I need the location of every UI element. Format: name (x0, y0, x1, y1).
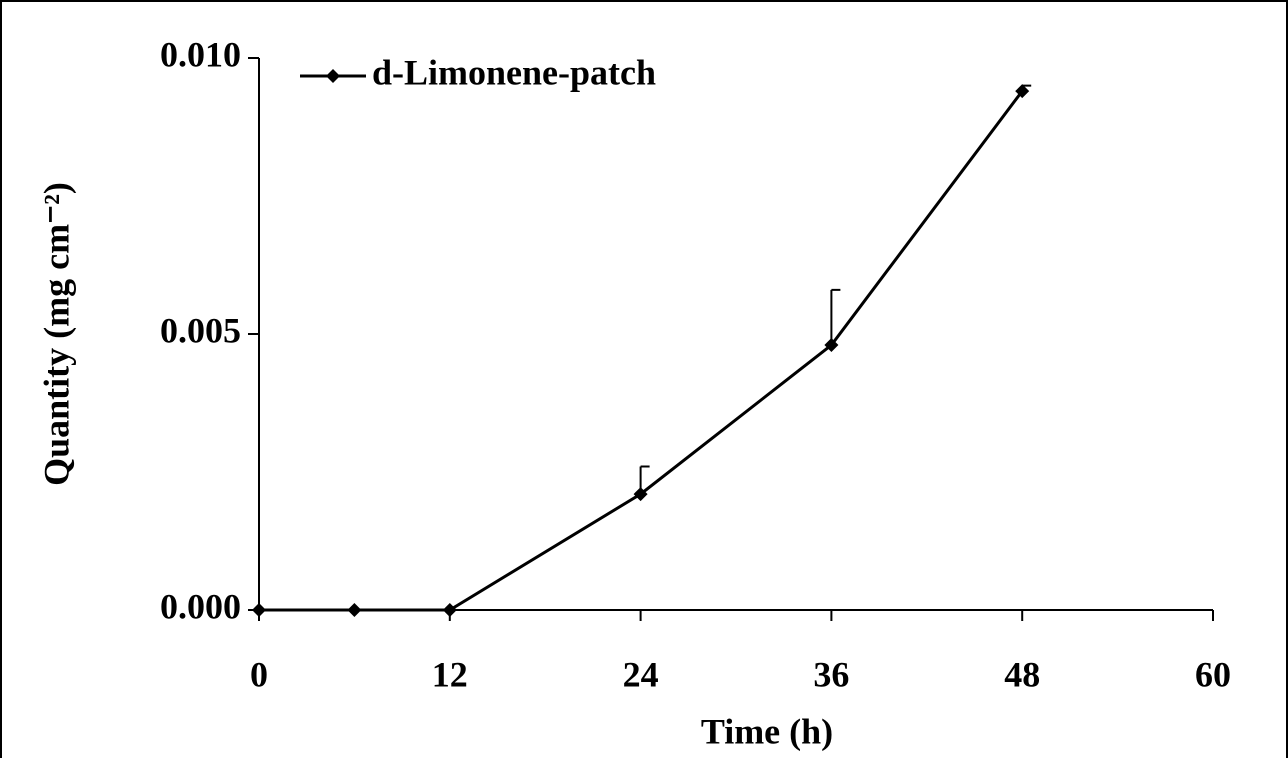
y-tick-label: 0.005 (160, 310, 241, 350)
x-tick-label: 24 (623, 654, 659, 694)
legend-marker (326, 69, 340, 83)
data-line (259, 90, 1024, 612)
data-point (442, 603, 457, 617)
y-axis-title: Quantity (mg cm⁻²) (36, 182, 76, 486)
y-tick-label: 0.010 (160, 34, 241, 74)
data-point (633, 487, 648, 502)
x-tick-label: 60 (1195, 654, 1231, 694)
x-axis-title: Time (h) (701, 711, 833, 751)
x-tick-label: 36 (813, 654, 849, 694)
x-tick-label: 0 (250, 654, 268, 694)
data-point (252, 603, 266, 617)
data-point (347, 603, 362, 617)
data-point (1015, 84, 1030, 99)
x-tick-label: 48 (1004, 654, 1040, 694)
data-point (824, 338, 839, 353)
legend-label: d-Limonene-patch (372, 52, 656, 92)
y-tick-label: 0.000 (160, 586, 241, 626)
error-bar (830, 288, 841, 346)
x-tick-label: 12 (432, 654, 468, 694)
